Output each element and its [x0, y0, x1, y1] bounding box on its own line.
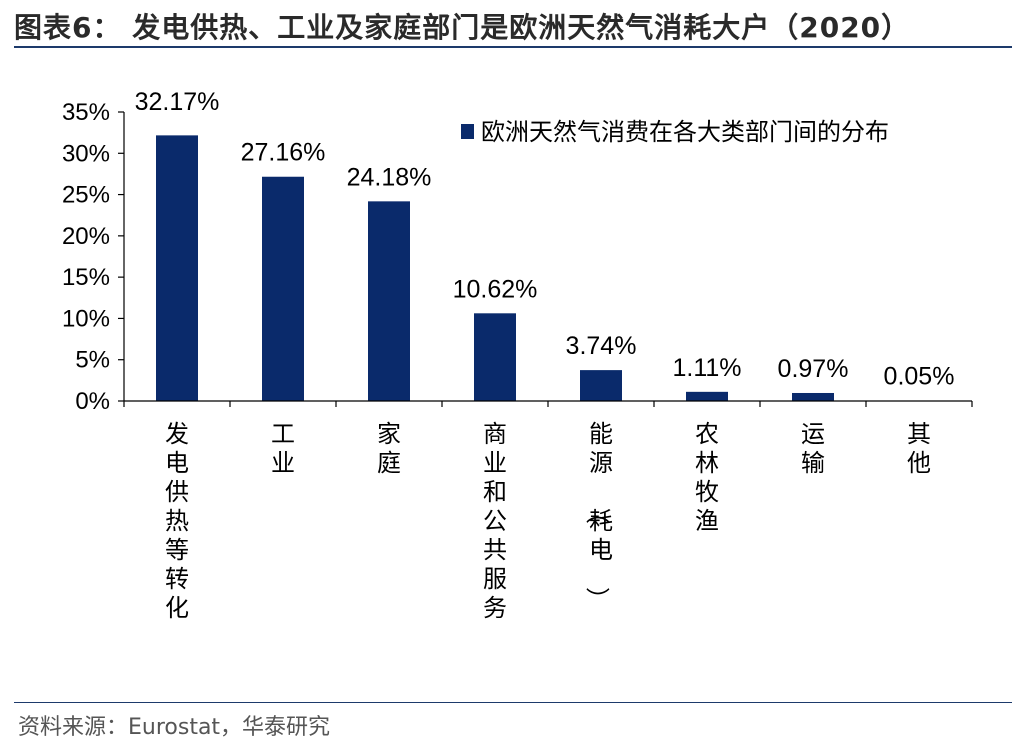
- data-label: 24.18%: [347, 163, 432, 191]
- bar-chart: 0% 5% 10% 15% 20% 25% 30% 35% 32.17% 27.16% 24.18…: [62, 88, 973, 622]
- y-tick-label: 20%: [62, 223, 110, 250]
- data-label: 1.11%: [672, 354, 741, 382]
- x-category-label: 家庭: [377, 420, 401, 477]
- y-tick-label: 0%: [75, 388, 110, 415]
- bar: [686, 391, 728, 401]
- legend-swatch: [461, 124, 474, 139]
- data-label: 10.62%: [453, 275, 538, 303]
- x-category-label: 农林牧渔: [695, 420, 719, 535]
- legend-label: 欧洲天然气消费在各大类部门间的分布: [481, 118, 889, 146]
- source-note: 资料来源：Eurostat，华泰研究: [18, 715, 331, 740]
- footer-divider: [14, 702, 1012, 703]
- bar: [792, 392, 834, 401]
- x-category-label: 运输: [801, 420, 825, 477]
- data-label: 0.05%: [884, 363, 955, 391]
- data-label: 3.74%: [566, 332, 637, 360]
- bar: [474, 313, 516, 401]
- chart-title: 图表6： 发电供热、工业及家庭部门是欧洲天然气消耗大户（2020）: [14, 11, 911, 44]
- y-tick-label: 15%: [62, 264, 110, 291]
- x-category-label: 工业: [271, 420, 295, 477]
- y-tick-label: 5%: [75, 347, 110, 374]
- data-label: 32.17%: [135, 88, 220, 116]
- title-divider: [14, 46, 1012, 48]
- bar: [156, 135, 198, 401]
- y-axis: 0% 5% 10% 15% 20% 25% 30% 35%: [62, 99, 125, 415]
- y-tick-label: 25%: [62, 182, 110, 209]
- bar: [580, 370, 622, 401]
- y-tick-label: 10%: [62, 305, 110, 332]
- bars: 32.17% 27.16% 24.18% 10.62% 3.74% 1.11% 0.97% 0…: [135, 88, 955, 402]
- bar: [368, 201, 410, 401]
- data-label: 27.16%: [241, 139, 326, 167]
- x-axis: 发电供热等转化 工业 家庭 商业和公共服务 能源（耗电） 农林牧渔 运输 其他: [123, 400, 973, 622]
- y-tick-label: 35%: [62, 99, 110, 126]
- y-tick-label: 30%: [62, 140, 110, 167]
- x-category-label: 其他: [907, 420, 931, 477]
- x-category-label: 发电供热等转化: [165, 420, 189, 622]
- x-category-label: 能源（耗电）: [583, 420, 613, 611]
- legend: 欧洲天然气消费在各大类部门间的分布: [461, 118, 889, 146]
- data-label: 0.97%: [778, 355, 849, 383]
- x-category-label: 商业和公共服务: [483, 420, 507, 622]
- bar: [262, 176, 304, 401]
